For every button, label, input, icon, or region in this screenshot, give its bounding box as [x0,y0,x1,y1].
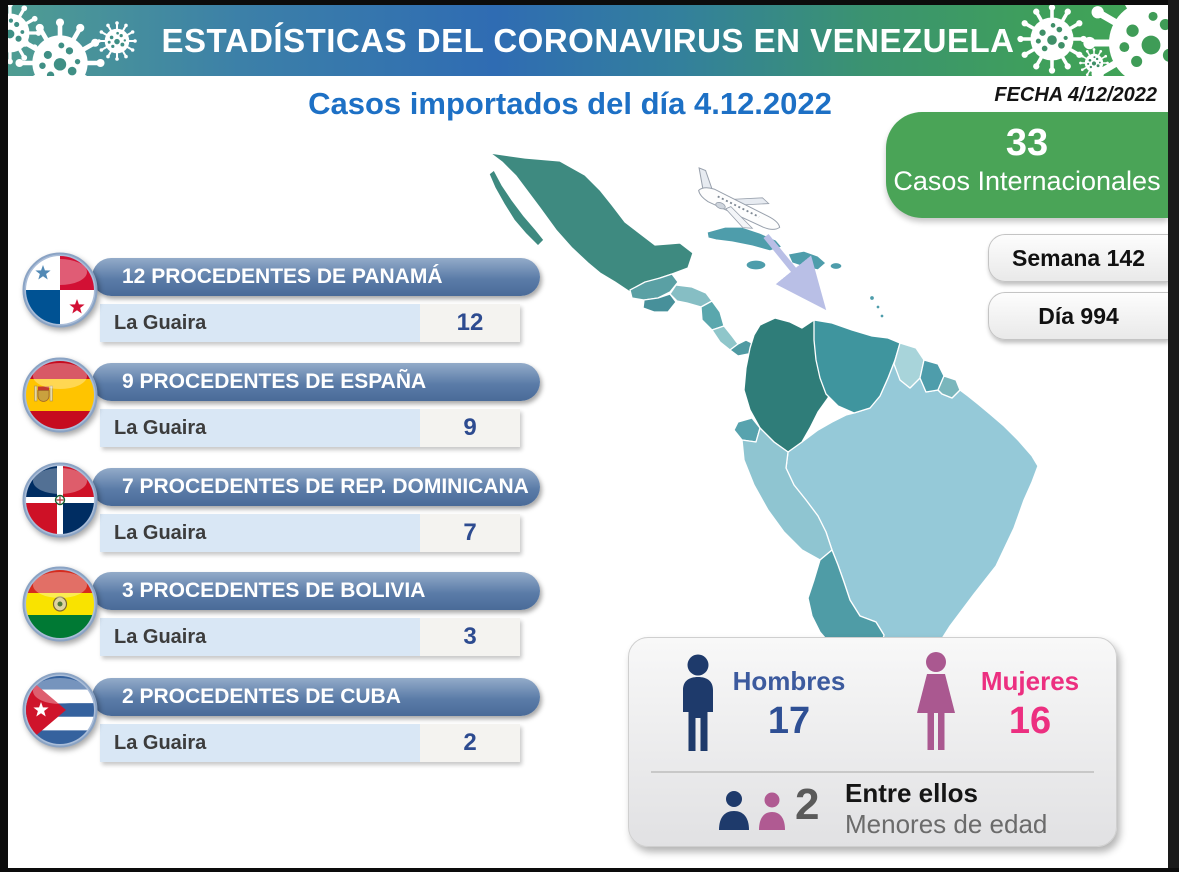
origin-detail-row: La Guaira 3 [100,618,520,656]
day-box: Día 994 [988,292,1168,340]
panel-divider [651,771,1094,773]
cuba-flag-icon [22,672,98,748]
origin-detail-row: La Guaira 7 [100,514,520,552]
baja-california-shape [488,169,545,247]
men-count: 17 [767,700,811,742]
origin-row-cuba: 2 PROCEDENTES DE CUBA La Guaira 2 [0,672,560,764]
international-cases-box: 33 Casos Internacionales [886,112,1168,218]
origin-count: 2 [420,724,520,762]
jamaica-shape [745,259,767,271]
international-cases-label: Casos Internacionales [893,166,1161,196]
bolivia-flag-icon [22,566,98,642]
men-label: Hombres [732,666,846,696]
frame-edge [0,0,8,872]
frame-edge [0,868,1179,872]
origin-header: 2 PROCEDENTES DE CUBA [92,678,540,716]
nicaragua-shape [700,300,725,331]
women-label: Mujeres [980,666,1080,696]
date-label: FECHA 4/12/2022 [994,84,1157,106]
male-icon [683,654,713,751]
header-banner: ESTADÍSTICAS DEL CORONAVIRUS EN VENEZUEL… [8,5,1168,76]
origin-detail-row: La Guaira 12 [100,304,520,342]
origin-row-panama: 12 PROCEDENTES DE PANAMÁ La Guaira 12 [0,252,560,344]
airplane-icon [698,167,781,230]
origin-city: La Guaira [114,732,207,754]
minor-girl-icon [759,792,785,830]
origin-row-dominican-republic: 7 PROCEDENTES DE REP. DOMINICANA La Guai… [0,462,560,554]
origin-row-spain: 9 PROCEDENTES DE ESPAÑA La Guaira 9 [0,357,560,449]
origin-count: 7 [420,514,520,552]
origin-detail-row: La Guaira 2 [100,724,520,762]
origin-row-bolivia: 3 PROCEDENTES DE BOLIVIA La Guaira 3 [0,566,560,658]
banner-title: ESTADÍSTICAS DEL CORONAVIRUS EN VENEZUEL… [161,21,1015,59]
spain-flag-icon [22,357,98,433]
women-count: 16 [1008,700,1052,742]
colombia-shape [743,317,837,453]
origin-count: 9 [420,409,520,447]
week-box: Semana 142 [988,234,1168,282]
guatemala-shape [642,293,677,313]
panama-flag-icon [22,252,98,328]
flight-arrow [763,233,827,311]
minors-label-line1: Entre ellos [845,778,978,808]
origin-city: La Guaira [114,522,207,544]
origin-count: 3 [420,618,520,656]
origin-header: 12 PROCEDENTES DE PANAMÁ [92,258,540,296]
minor-boy-icon [719,791,749,830]
origin-city: La Guaira [114,417,207,439]
origin-header: 7 PROCEDENTES DE REP. DOMINICANA [92,468,540,506]
minors-label-line2: Menores de edad [845,809,1048,839]
international-cases-count: 33 [1005,122,1049,164]
minors-count: 2 [795,780,820,829]
origin-count: 12 [420,304,520,342]
origin-header: 9 PROCEDENTES DE ESPAÑA [92,363,540,401]
demographics-panel: Hombres 17 Mujeres 16 2 Entre ellos [628,637,1117,847]
origin-city: La Guaira [114,626,207,648]
origin-header: 3 PROCEDENTES DE BOLIVIA [92,572,540,610]
frame-edge [1168,0,1179,872]
page-title: Casos importados del día 4.12.2022 [308,86,832,121]
origin-detail-row: La Guaira 9 [100,409,520,447]
frame-edge [0,0,1179,5]
minor-boy-girl-icons [719,791,785,830]
origin-city: La Guaira [114,312,207,334]
dominican-republic-flag-icon [22,462,98,538]
female-icon [917,652,955,750]
latin-america-map [488,152,1039,744]
guyana-shape [893,342,925,389]
venezuela-shape [813,319,901,414]
